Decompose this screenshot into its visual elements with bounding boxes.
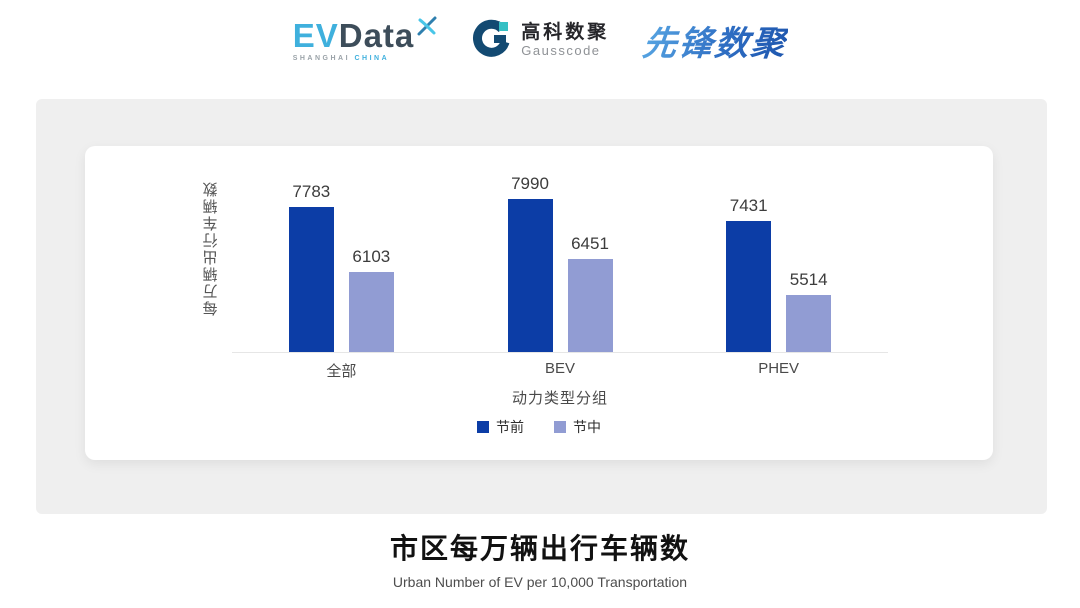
bar-value-label: 7990 [511, 174, 549, 194]
plot-area: 7783 6103 7990 6451 7431 5514 [232, 174, 888, 353]
bar-group-PHEV: 7431 5514 [719, 196, 839, 352]
bar-group-全部: 7783 6103 [281, 182, 401, 352]
category-label-全部: 全部 [326, 363, 357, 380]
footer-title-block: 市区每万辆出行车辆数 Urban Number of EV per 10,000… [0, 527, 1080, 590]
legend: 节前 节中 [85, 417, 993, 437]
evdata-subtext: SHANGHAI CHINA [292, 55, 390, 62]
evdata-logo: EV Data SHANGHAI CHINA [292, 16, 439, 62]
bar-rect [348, 272, 394, 352]
legend-item-节中: 节中 [554, 417, 601, 437]
bar-rect [288, 207, 334, 352]
chart-title: 市区每万辆出行车辆数 [389, 533, 690, 564]
x-axis-label: 动力类型分组 [511, 390, 608, 407]
bar-rect [507, 199, 553, 352]
legend-label: 节前 [496, 419, 524, 435]
category-label-PHEV: PHEV [758, 360, 800, 377]
bar-节中-BEV: 6451 [567, 233, 613, 352]
bar-value-label: 7431 [729, 195, 768, 215]
bar-group-BEV: 7990 6451 [500, 174, 620, 352]
legend-swatch-icon [477, 421, 489, 433]
chart-subtitle: Urban Number of EV per 10,000 Transporta… [392, 574, 688, 590]
bar-节中-全部: 6103 [348, 247, 394, 352]
bar-value-label: 6451 [571, 233, 609, 253]
legend-label: 节中 [573, 419, 601, 435]
bar-节中-PHEV: 5514 [786, 270, 832, 352]
bar-节前-全部: 7783 [288, 182, 334, 352]
evdata-ev-text: EV [292, 17, 339, 54]
bar-rect [786, 295, 832, 352]
legend-item-节前: 节前 [477, 417, 524, 437]
evdata-sparkle-icon [416, 15, 438, 41]
bar-value-label: 7783 [292, 182, 331, 202]
gausscode-mark-icon [472, 18, 512, 63]
bar-value-label: 5514 [789, 270, 828, 289]
legend-swatch-icon [554, 421, 566, 433]
bar-value-label: 6103 [352, 247, 391, 267]
bar-rect [567, 258, 613, 352]
gausscode-en-text: Gausscode [521, 42, 601, 58]
pioneer-logo: 先锋数聚 [641, 16, 790, 65]
bar-rect [726, 220, 772, 352]
bar-节前-BEV: 7990 [507, 174, 553, 352]
bar-节前-PHEV: 7431 [726, 195, 772, 352]
gausscode-cn-text: 高科数聚 [521, 21, 610, 43]
gausscode-logo: 高科数聚 Gausscode [472, 18, 609, 63]
evdata-data-text: Data [338, 17, 415, 54]
category-label-BEV: BEV [544, 360, 575, 377]
y-axis-label: 每万辆出行车辆数 [202, 180, 220, 316]
header-logos: EV Data SHANGHAI CHINA 高科数聚 Gausscode [0, 16, 1080, 65]
chart-card: 每万辆出行车辆数 7783 6103 7990 6451 7431 5514 动力类型分组… [85, 146, 993, 460]
